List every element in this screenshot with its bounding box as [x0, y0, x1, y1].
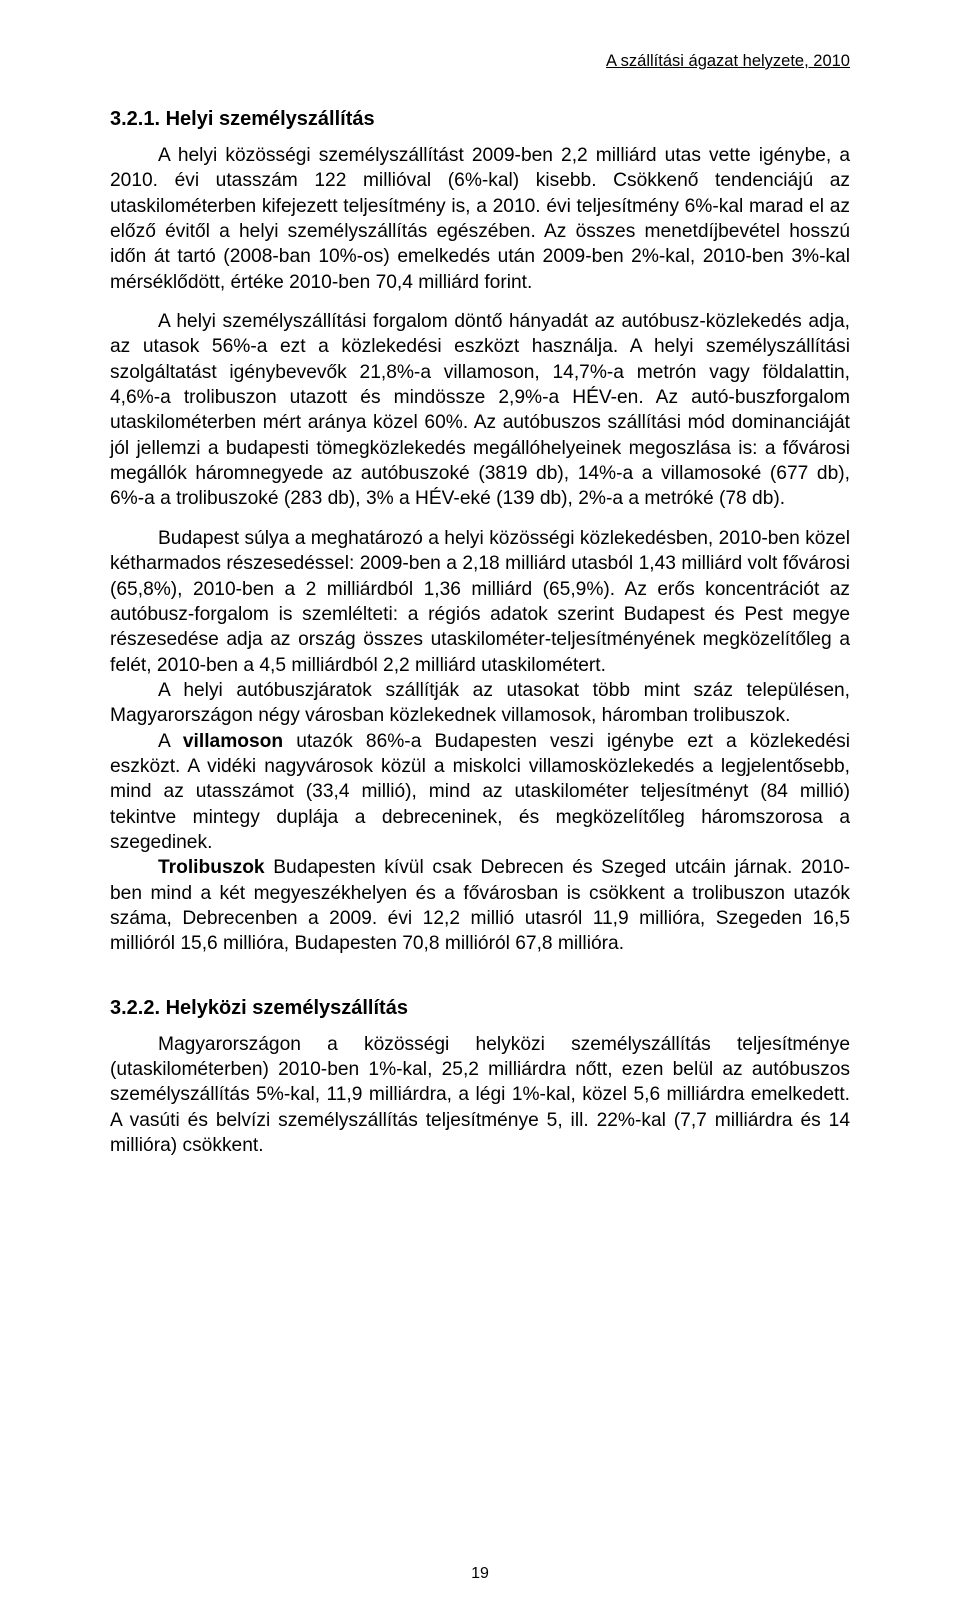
- running-head: A szállítási ágazat helyzete, 2010: [606, 52, 850, 71]
- bold-term-trolibuszok: Trolibuszok: [158, 857, 265, 878]
- bold-term-villamoson: villamoson: [183, 731, 283, 752]
- paragraph: A villamoson utazók 86%-a Budapesten ves…: [110, 729, 850, 856]
- text-run: A: [158, 731, 183, 752]
- page-number: 19: [0, 1565, 960, 1583]
- section-heading-322: 3.2.2. Helyközi személyszállítás: [110, 997, 850, 1020]
- document-page: A szállítási ágazat helyzete, 2010 3.2.1…: [0, 0, 960, 1613]
- paragraph: A helyi személyszállítási forgalom döntő…: [110, 309, 850, 512]
- paragraph: A helyi közösségi személyszállítást 2009…: [110, 143, 850, 295]
- paragraph: Budapest súlya a meghatározó a helyi köz…: [110, 526, 850, 678]
- section-heading-321: 3.2.1. Helyi személyszállítás: [110, 108, 850, 131]
- paragraph: Trolibuszok Budapesten kívül csak Debrec…: [110, 855, 850, 956]
- paragraph: Magyarországon a közösségi helyközi szem…: [110, 1032, 850, 1159]
- paragraph: A helyi autóbuszjáratok szállítják az ut…: [110, 678, 850, 729]
